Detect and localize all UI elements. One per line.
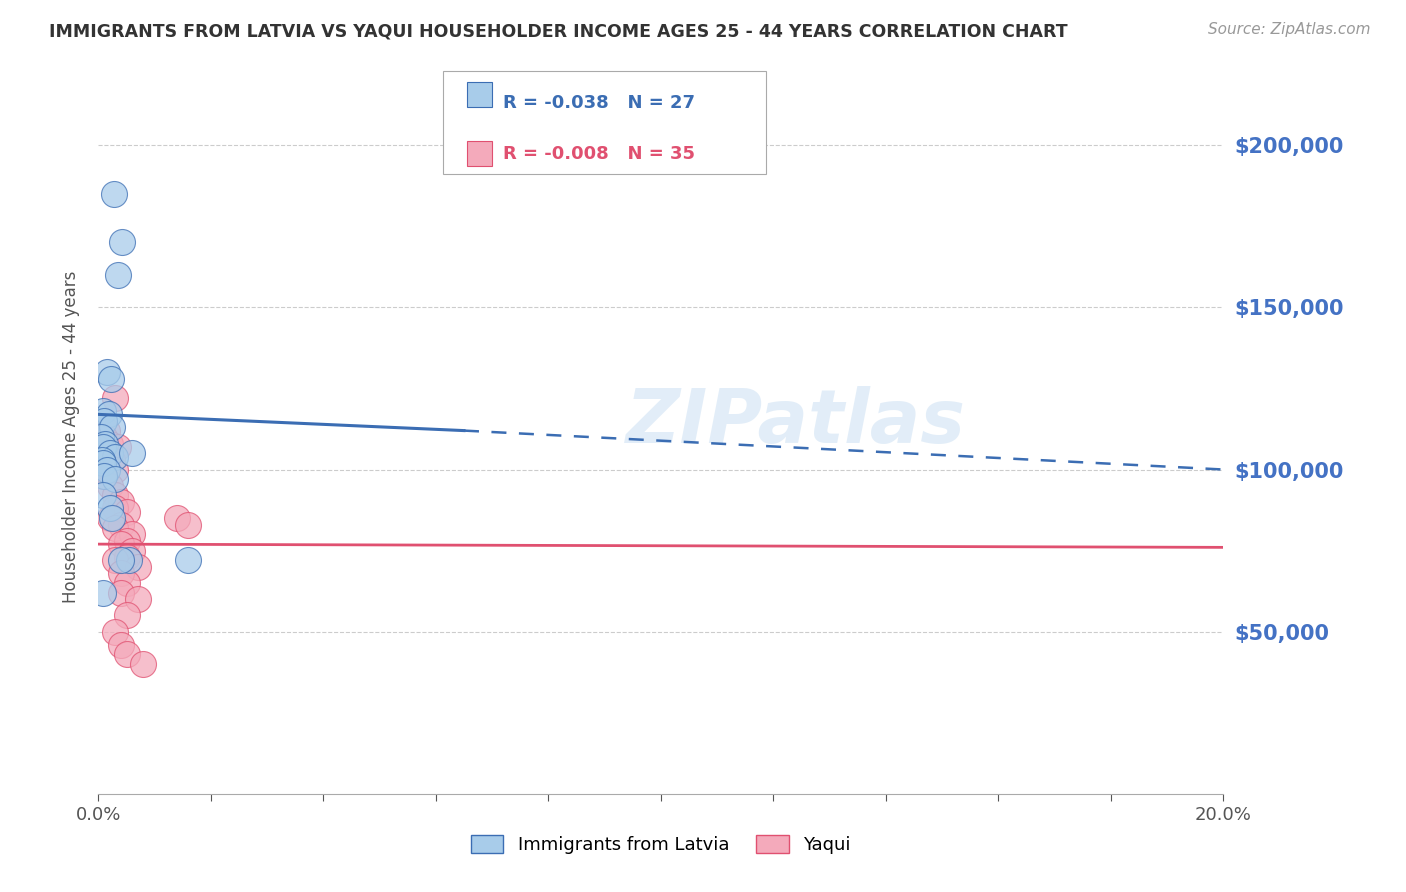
Point — [91, 440, 114, 454]
Point — [121, 543, 143, 558]
Point — [100, 372, 122, 386]
Point — [104, 521, 127, 535]
Text: IMMIGRANTS FROM LATVIA VS YAQUI HOUSEHOLDER INCOME AGES 25 - 44 YEARS CORRELATIO: IMMIGRANTS FROM LATVIA VS YAQUI HOUSEHOL… — [49, 22, 1067, 40]
Point — [93, 469, 115, 483]
Point — [98, 501, 121, 516]
Point — [93, 469, 115, 483]
Point — [104, 624, 127, 639]
Point — [104, 450, 127, 464]
Point — [96, 462, 118, 476]
Point — [104, 462, 127, 476]
Point — [91, 404, 114, 418]
Point — [96, 365, 118, 379]
Point — [121, 527, 143, 541]
Point — [104, 472, 127, 486]
Text: R = -0.038   N = 27: R = -0.038 N = 27 — [503, 94, 696, 112]
Point — [94, 436, 117, 450]
Point — [101, 420, 124, 434]
Text: Source: ZipAtlas.com: Source: ZipAtlas.com — [1208, 22, 1371, 37]
Point — [90, 452, 112, 467]
Point — [91, 488, 114, 502]
Point — [115, 576, 138, 591]
Point — [110, 517, 132, 532]
Point — [93, 414, 115, 428]
Point — [98, 446, 121, 460]
Point — [110, 537, 132, 551]
Point — [110, 586, 132, 600]
Point — [104, 553, 127, 567]
Point — [101, 452, 124, 467]
Point — [127, 559, 149, 574]
Point — [91, 586, 114, 600]
Point — [177, 553, 200, 567]
Point — [115, 533, 138, 548]
Point — [177, 517, 200, 532]
Point — [103, 186, 125, 201]
Point — [110, 553, 132, 567]
Point — [166, 511, 188, 525]
Y-axis label: Householder Income Ages 25 - 44 years: Householder Income Ages 25 - 44 years — [62, 271, 80, 603]
Point — [107, 440, 129, 454]
Point — [104, 501, 127, 516]
Point — [118, 553, 141, 567]
Point — [110, 495, 132, 509]
Point — [96, 424, 118, 438]
Point — [132, 657, 155, 672]
Text: ZIPatlas: ZIPatlas — [626, 386, 966, 459]
Point — [115, 648, 138, 662]
Point — [115, 505, 138, 519]
Point — [111, 235, 134, 250]
Text: R = -0.008   N = 35: R = -0.008 N = 35 — [503, 145, 696, 162]
Point — [110, 638, 132, 652]
Point — [127, 592, 149, 607]
Legend: Immigrants from Latvia, Yaqui: Immigrants from Latvia, Yaqui — [461, 826, 860, 863]
Point — [110, 566, 132, 581]
Point — [93, 446, 115, 460]
Point — [98, 436, 121, 450]
Point — [115, 608, 138, 623]
Point — [121, 446, 143, 460]
Point — [98, 479, 121, 493]
Point — [115, 550, 138, 565]
Point — [91, 456, 114, 470]
Point — [101, 511, 124, 525]
Point — [98, 511, 121, 525]
Point — [93, 430, 115, 444]
Point — [107, 268, 129, 282]
Point — [104, 391, 127, 405]
Point — [97, 408, 120, 422]
Point — [104, 488, 127, 502]
Point — [90, 430, 112, 444]
